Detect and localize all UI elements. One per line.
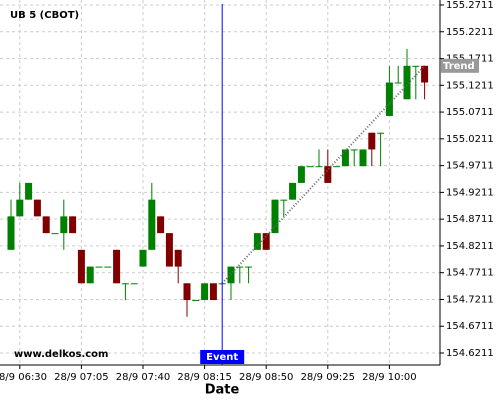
y-tick-label: 154.6711 (446, 321, 494, 332)
candle-body (148, 199, 156, 250)
y-tick-label: 154.9211 (446, 187, 494, 198)
y-tick-label: 155.2711 (446, 0, 494, 11)
candle-body (315, 166, 323, 168)
candle-body (7, 216, 15, 250)
candle-body (130, 283, 138, 285)
candle-body (368, 132, 376, 150)
candle-body (25, 182, 33, 200)
event-label: Event (206, 352, 238, 363)
x-tick-label: 28/9 07:05 (54, 372, 108, 383)
candle-body (42, 216, 50, 234)
x-tick-label: 28/9 06:30 (0, 372, 47, 383)
candle-body (306, 166, 314, 168)
candle-body (289, 182, 297, 200)
event-label-box (200, 350, 245, 364)
candle-body (209, 283, 217, 301)
x-tick-label: 28/9 07:40 (116, 372, 170, 383)
candle-body (297, 166, 305, 183)
candle-body (394, 82, 402, 84)
chart-title: UB 5 (CBOT) (10, 10, 79, 21)
candle-body (60, 216, 68, 234)
candle-body (157, 216, 165, 234)
candle-body (33, 199, 41, 217)
candle-body (245, 266, 253, 268)
y-tick-label: 154.7211 (446, 294, 494, 305)
y-tick-label: 155.0211 (446, 134, 494, 145)
x-axis-label: Date (205, 383, 240, 398)
y-tick-label: 154.8211 (446, 241, 494, 252)
watermark: www.delkos.com (14, 349, 108, 360)
x-tick-label: 28/9 08:15 (177, 372, 231, 383)
trend-label-box (441, 58, 479, 73)
y-tick-label: 154.8711 (446, 214, 494, 225)
x-tick-label: 28/9 08:50 (239, 372, 293, 383)
candle-body (121, 283, 129, 285)
candle-body (174, 249, 182, 267)
candle-body (236, 266, 244, 268)
candle-body (421, 65, 429, 83)
candle-body (77, 249, 85, 284)
y-tick-label: 154.7711 (446, 268, 494, 279)
y-tick-label: 155.2211 (446, 27, 494, 38)
candle-body (165, 233, 173, 267)
candle-body (113, 249, 121, 284)
candle-body (341, 149, 349, 167)
candle-body (280, 199, 288, 201)
candle-body (271, 199, 279, 234)
y-tick-label: 155.1211 (446, 80, 494, 91)
candle-body (16, 199, 24, 217)
candle-body (324, 166, 332, 183)
trend-label: Trend (443, 61, 475, 72)
candle-body (183, 283, 191, 301)
candle-body (403, 65, 411, 100)
candle-body (253, 233, 261, 250)
candle-body (412, 65, 420, 67)
y-tick-label: 154.6211 (446, 348, 494, 359)
y-tick-label: 155.0711 (446, 107, 494, 118)
candle-body (104, 266, 112, 268)
candle-body (333, 166, 341, 168)
candle-body (95, 266, 103, 268)
candle-body (359, 149, 367, 167)
candle-body (86, 266, 94, 284)
candle-body (139, 249, 147, 267)
candle-body (69, 216, 77, 234)
x-tick-label: 28/9 09:25 (301, 372, 355, 383)
candle-body (201, 283, 209, 301)
x-tick-label: 28/9 10:00 (362, 372, 416, 383)
candle-body (192, 300, 200, 302)
y-tick-label: 154.9711 (446, 161, 494, 172)
candle-body (385, 82, 393, 116)
candle-body (377, 132, 385, 134)
candle-body (262, 233, 270, 250)
candle-body (350, 149, 358, 151)
candle-body (51, 233, 59, 235)
